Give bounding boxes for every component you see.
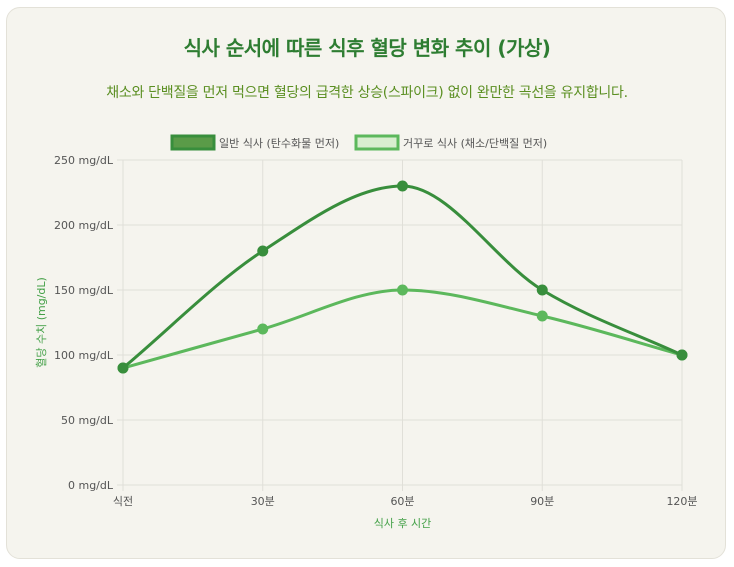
chart-title: 식사 순서에 따른 식후 혈당 변화 추이 (가상) xyxy=(183,36,551,60)
y-tick-label: 150 mg/dL xyxy=(54,284,114,297)
data-point-series-2[interactable] xyxy=(536,310,548,322)
data-point-series-2[interactable] xyxy=(397,284,408,296)
x-tick-label: 30분 xyxy=(251,495,275,508)
y-tick-label: 0 mg/dL xyxy=(68,479,114,492)
legend-label: 일반 식사 (탄수화물 먼저) xyxy=(219,136,339,150)
y-tick-label: 100 mg/dL xyxy=(54,349,114,362)
x-tick-label: 식전 xyxy=(113,495,133,508)
data-point-series-1[interactable] xyxy=(536,284,548,296)
legend-item-1[interactable]: 일반 식사 (탄수화물 먼저) xyxy=(170,134,339,151)
data-point-series-1[interactable] xyxy=(117,362,129,374)
y-tick-label: 250 mg/dL xyxy=(54,154,114,167)
data-point-series-1[interactable] xyxy=(676,349,688,361)
data-point-series-2[interactable] xyxy=(257,323,269,335)
axes: 0 mg/dL 50 mg/dL 100 mg/dL 150 mg/dL 200 mg/… xyxy=(34,154,698,530)
y-tick-label: 200 mg/dL xyxy=(54,219,114,232)
data-point-series-1[interactable] xyxy=(397,180,408,192)
legend-item-2[interactable]: 거꾸로 식사 (채소/단백질 먼저) xyxy=(354,134,547,151)
x-tick-label: 60분 xyxy=(390,495,414,508)
x-tick-label: 90분 xyxy=(530,495,554,508)
y-tick-label: 50 mg/dL xyxy=(61,414,114,427)
grid-lines xyxy=(117,159,683,491)
chart-subtitle: 채소와 단백질을 먼저 먹으면 혈당의 급격한 상승(스파이크) 없이 완만한 … xyxy=(106,85,628,101)
legend-label: 거꾸로 식사 (채소/단백질 먼저) xyxy=(403,137,547,150)
legend[interactable]: 일반 식사 (탄수화물 먼저) 거꾸로 식사 (채소/단백질 먼저) xyxy=(170,134,547,151)
legend-swatch xyxy=(354,134,400,151)
legend-swatch xyxy=(170,134,216,151)
x-axis-title: 식사 후 시간 xyxy=(374,517,432,530)
chart-card xyxy=(6,7,726,559)
series-lines xyxy=(117,180,688,374)
y-axis-title: 혈당 수치 (mg/dL) xyxy=(34,277,48,368)
data-point-series-1[interactable] xyxy=(257,245,269,257)
x-tick-label: 120분 xyxy=(666,495,697,508)
